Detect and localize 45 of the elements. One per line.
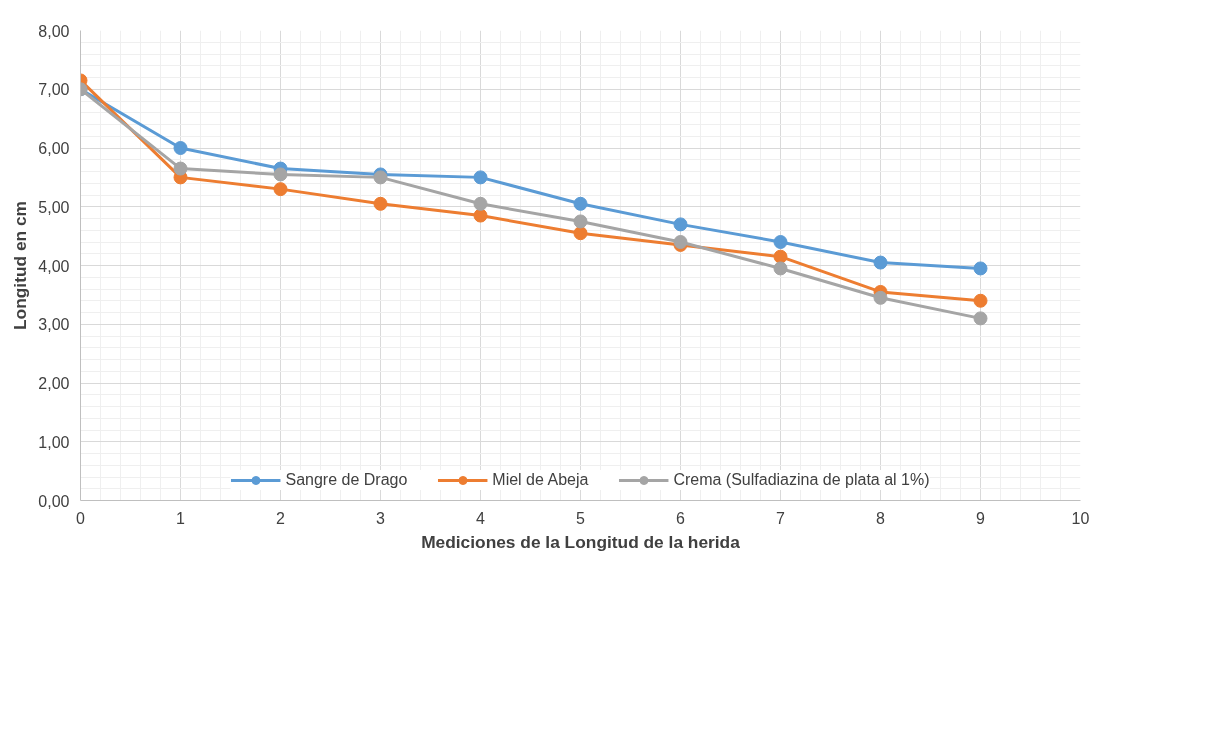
x-tick-label: 10 [1071, 509, 1090, 527]
legend-label: Miel de Abeja [492, 471, 589, 489]
y-tick-label: 7,00 [38, 81, 70, 99]
point [573, 214, 588, 229]
point [473, 208, 488, 223]
y-tick-label: 6,00 [38, 140, 70, 157]
point [573, 226, 588, 241]
point [973, 261, 988, 276]
point [473, 170, 488, 185]
point [373, 196, 388, 211]
point [973, 311, 988, 326]
point [773, 235, 788, 249]
x-tick-label: 4 [476, 509, 486, 527]
point [573, 196, 588, 211]
point [273, 167, 288, 182]
y-tick-label: 0,00 [38, 492, 70, 510]
x-tick-label: 3 [376, 509, 386, 527]
y-tick-label: 5,00 [38, 198, 70, 216]
x-tick-label: 0 [76, 509, 86, 527]
point [873, 290, 888, 305]
legend-label: Crema (Sulfadiazina de plata al 1%) [673, 471, 930, 489]
point [173, 141, 188, 155]
point [673, 217, 688, 232]
x-tick-label: 7 [776, 509, 786, 527]
y-tick-label: 2,00 [38, 375, 70, 392]
y-axis-title: Longitud en cm [10, 200, 31, 330]
x-tick-label: 8 [876, 509, 886, 527]
y-tick-label: 4,00 [38, 257, 70, 275]
y-tick-label: 8,00 [38, 22, 70, 40]
point [973, 293, 988, 308]
point [773, 261, 788, 276]
y-tick-label: 3,00 [38, 316, 70, 334]
point [273, 182, 288, 197]
point [473, 196, 488, 211]
x-axis-title: Mediciones de la Longitud de la herida [421, 531, 741, 552]
point [773, 249, 788, 264]
x-tick-label: 1 [176, 509, 186, 527]
point [173, 161, 188, 176]
legend-label: Sangre de Drago [285, 471, 408, 489]
x-tick-label: 5 [576, 509, 586, 527]
x-tick-label: 6 [676, 509, 686, 527]
y-tick-label: 1,00 [38, 433, 70, 451]
point [873, 255, 888, 270]
x-tick-label: 2 [276, 509, 286, 527]
x-tick-label: 9 [976, 509, 986, 527]
